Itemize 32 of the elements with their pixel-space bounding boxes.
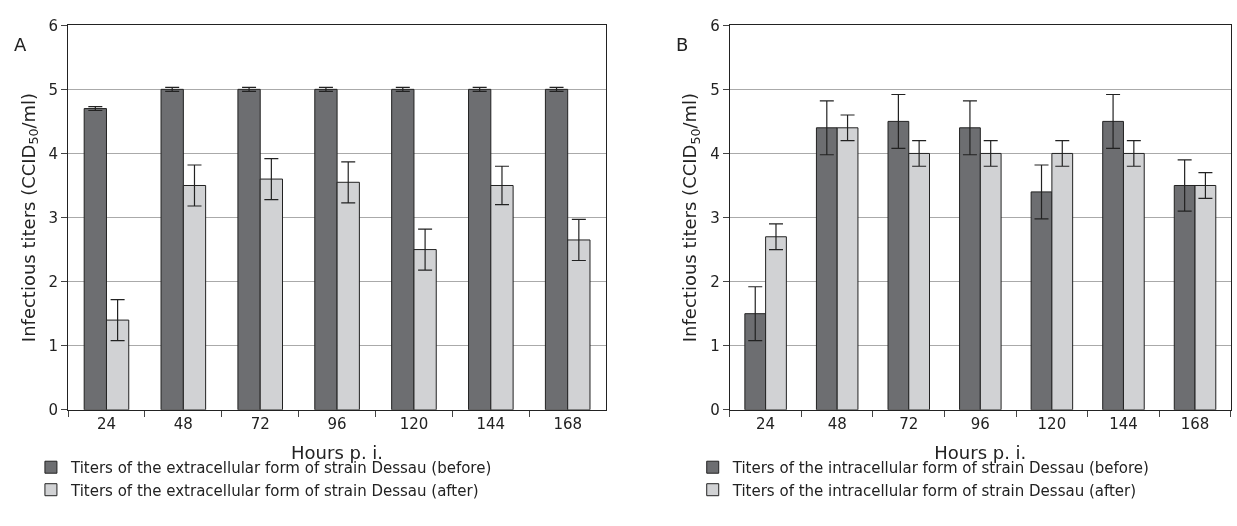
legend-label: Titers of the intracellular form of strain Dessau (after): [731, 481, 1137, 500]
y-tick-label: 4: [710, 144, 720, 163]
y-tick-label: 0: [710, 401, 720, 420]
legend-label: Titers of the extracellular form of strain Dessau (after): [69, 481, 479, 500]
y-tick-label: 5: [48, 80, 59, 99]
x-tick-label: 48: [173, 414, 193, 433]
x-tick-label: 24: [96, 414, 117, 433]
x-tick-label: 96: [970, 414, 990, 433]
y-tick-label: 2: [710, 272, 720, 291]
x-tick-label: 168: [1180, 414, 1210, 433]
x-tick-label: 24: [756, 414, 776, 433]
x-tick-label: 48: [827, 414, 847, 433]
x-tick-label: 96: [327, 414, 347, 433]
text: A: [14, 34, 27, 55]
y-tick-label: 4: [48, 144, 59, 163]
y-tick-label: 1: [710, 336, 720, 355]
x-tick-label: 72: [250, 414, 270, 433]
y-tick-label: 6: [48, 16, 59, 35]
x-tick-label: 144: [1109, 414, 1138, 433]
x-tick-label: 168: [553, 414, 583, 433]
x-tick-label: 72: [899, 414, 919, 433]
y-tick-label: 3: [48, 208, 59, 227]
y-tick-label: 2: [48, 272, 59, 291]
y-tick-label: 3: [710, 208, 720, 227]
y-tick-label: 5: [710, 80, 720, 99]
y-tick-label: 6: [710, 16, 720, 35]
y-tick-label: 1: [48, 336, 59, 355]
x-tick-label: 144: [476, 414, 506, 433]
x-tick-label: 120: [399, 414, 429, 433]
y-tick-label: 0: [48, 401, 59, 420]
x-tick-label: 120: [1037, 414, 1067, 433]
text: B: [676, 34, 689, 55]
